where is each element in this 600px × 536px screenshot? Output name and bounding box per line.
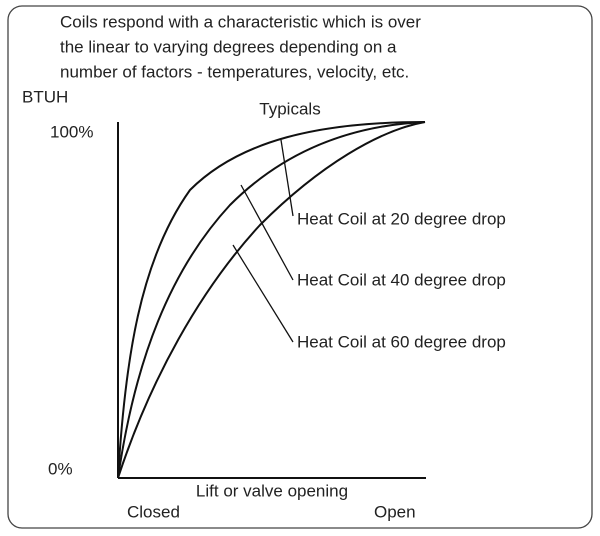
x-axis-label: Lift or valve opening xyxy=(196,481,348,500)
x-right-label: Open xyxy=(374,502,416,521)
y-bottom-label: 0% xyxy=(48,459,73,478)
curve xyxy=(117,121,426,479)
leader xyxy=(280,139,294,217)
caption-line: Coils respond with a characteristic whic… xyxy=(60,12,421,31)
curve xyxy=(117,121,426,479)
curve xyxy=(117,121,426,479)
curve-label: Heat Coil at 60 degree drop xyxy=(297,332,506,351)
curve-label: Heat Coil at 20 degree drop xyxy=(297,209,506,228)
caption-line: number of factors - temperatures, veloci… xyxy=(60,62,409,81)
frame xyxy=(7,5,593,529)
leader xyxy=(232,244,294,343)
x-left-label: Closed xyxy=(127,502,180,521)
y-top-label: 100% xyxy=(50,122,93,141)
caption-line: the linear to varying degrees depending … xyxy=(60,37,397,56)
y-axis-label: BTUH xyxy=(22,87,68,106)
title: Typicals xyxy=(259,99,320,118)
leader xyxy=(240,184,294,281)
curve-label: Heat Coil at 40 degree drop xyxy=(297,270,506,289)
